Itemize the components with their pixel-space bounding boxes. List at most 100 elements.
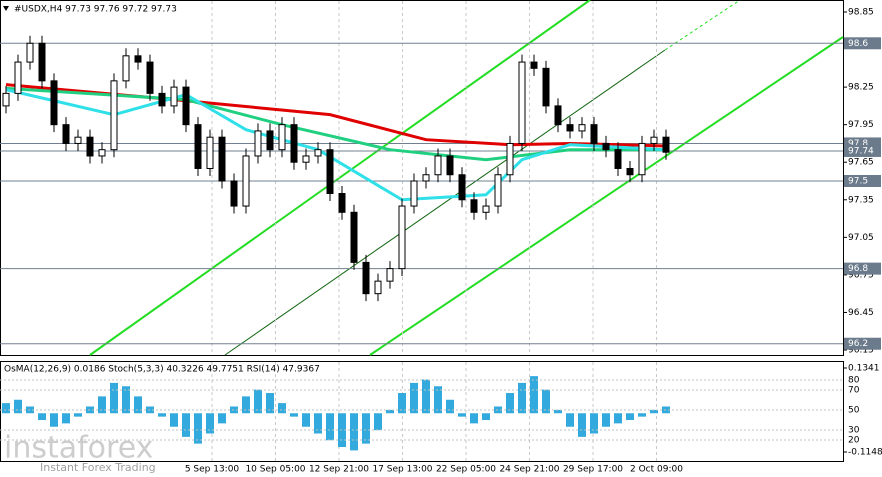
- candle-body: [170, 86, 178, 107]
- osma-bar: [362, 413, 370, 444]
- level-label: 96.2: [848, 339, 868, 349]
- y-tick-label: 97.05: [848, 233, 874, 243]
- level-box: [844, 175, 881, 187]
- x-tick-label: 24 Sep 21:00: [499, 465, 559, 475]
- candle-body: [626, 167, 634, 176]
- candle-body: [518, 61, 526, 144]
- candle-body: [650, 136, 658, 144]
- main-panel: [0, 0, 844, 356]
- candle-body: [410, 180, 418, 207]
- osma-bar: [38, 413, 46, 421]
- osma-bar: [530, 376, 538, 414]
- candle-body: [254, 130, 262, 157]
- osma-bar: [242, 396, 250, 414]
- candle-body: [302, 155, 310, 163]
- osma-bar: [398, 393, 406, 414]
- channel: [89, 0, 844, 356]
- osma-bar: [302, 413, 310, 427]
- osma-bar: [218, 413, 226, 424]
- osma-bar: [134, 396, 142, 414]
- candle-body: [554, 105, 562, 126]
- y-tick-label: 97.95: [848, 120, 874, 130]
- osma-bar: [386, 409, 394, 414]
- osma-bar: [458, 413, 466, 417]
- osma-bar: [326, 413, 334, 441]
- osma-bar: [638, 413, 646, 417]
- y-tick-label: 97.35: [848, 195, 874, 205]
- candle-body: [578, 124, 586, 132]
- candle-body: [482, 205, 490, 213]
- candle-body: [530, 61, 538, 69]
- candle-body: [50, 80, 58, 126]
- osma-bar: [62, 413, 70, 424]
- osma-bar: [446, 399, 454, 414]
- osma-bar: [614, 413, 622, 424]
- y-tick-label: 96.15: [848, 346, 874, 356]
- candle-body: [122, 55, 130, 82]
- osma-bar: [470, 413, 478, 424]
- osma-bar: [278, 403, 286, 414]
- x-tick-label: 29 Sep 17:00: [563, 465, 623, 475]
- candle-body: [86, 136, 94, 157]
- candle-body: [506, 142, 514, 176]
- osma-bar: [182, 413, 190, 437]
- osma-bar: [158, 413, 166, 417]
- oscillator-tick-label: 30: [848, 426, 860, 436]
- channel-upper: [89, 0, 591, 356]
- candle-body: [662, 136, 670, 153]
- oscillator-tick-label: 20: [848, 436, 860, 446]
- osma-tick-label: 0.1341: [848, 364, 880, 374]
- x-tick-label: 17 Sep 13:00: [372, 465, 432, 475]
- candle-body: [374, 280, 382, 295]
- osma-bar: [554, 409, 562, 414]
- osma-bar: [602, 413, 610, 427]
- candle-body: [590, 124, 598, 144]
- osma-bar: [374, 413, 382, 431]
- candle-body: [230, 180, 238, 207]
- osma-bar: [194, 413, 202, 444]
- x-tick-label: 12 Sep 21:00: [309, 465, 369, 475]
- candle-body: [266, 130, 274, 151]
- osma-bar: [434, 386, 442, 414]
- candle-body: [434, 155, 442, 176]
- candle-body: [158, 92, 166, 107]
- osma-bar: [422, 379, 430, 414]
- osma-bar: [110, 382, 118, 414]
- candle-body: [110, 80, 118, 151]
- candle-body: [290, 124, 298, 163]
- y-tick-label: 96.45: [848, 308, 874, 318]
- moving-average: [5, 88, 667, 202]
- level-label: 97.74: [848, 146, 874, 156]
- x-tick-label: 5 Sep 13:00: [185, 465, 240, 475]
- candle-body: [26, 42, 34, 63]
- candle-body: [614, 149, 622, 169]
- candle-body: [134, 55, 142, 63]
- osma-bar: [566, 413, 574, 427]
- osma-bar: [350, 413, 358, 451]
- indicator-title: OsMA(12,26,9) 0.0186 Stoch(5,3,3) 40.322…: [4, 365, 320, 375]
- candle-body: [470, 199, 478, 213]
- y-tick-label: 97.65: [848, 158, 874, 168]
- watermark-subtitle: Instant Forex Trading: [40, 461, 156, 474]
- candle-body: [242, 155, 250, 207]
- candle-body: [146, 61, 154, 94]
- candle-body: [446, 155, 454, 176]
- candle-body: [602, 142, 610, 151]
- osma-bar: [314, 413, 322, 434]
- level-label: 96.8: [848, 264, 868, 274]
- candle-body: [218, 136, 226, 182]
- candle-body: [458, 174, 466, 201]
- osma-bar: [410, 382, 418, 414]
- osma-bar: [626, 413, 634, 421]
- candle-body: [638, 142, 646, 176]
- osma-bar: [50, 413, 58, 427]
- level-label: 98.6: [848, 39, 868, 49]
- x-tick-label: 2 Oct 09:00: [630, 465, 683, 475]
- candle-body: [182, 86, 190, 126]
- osma-bar: [482, 413, 490, 421]
- osma-bar: [14, 399, 22, 414]
- level-box: [844, 337, 881, 350]
- y-tick-label: 98.25: [848, 83, 874, 93]
- candle-body: [386, 268, 394, 282]
- x-tick-label: 10 Sep 05:00: [245, 465, 305, 475]
